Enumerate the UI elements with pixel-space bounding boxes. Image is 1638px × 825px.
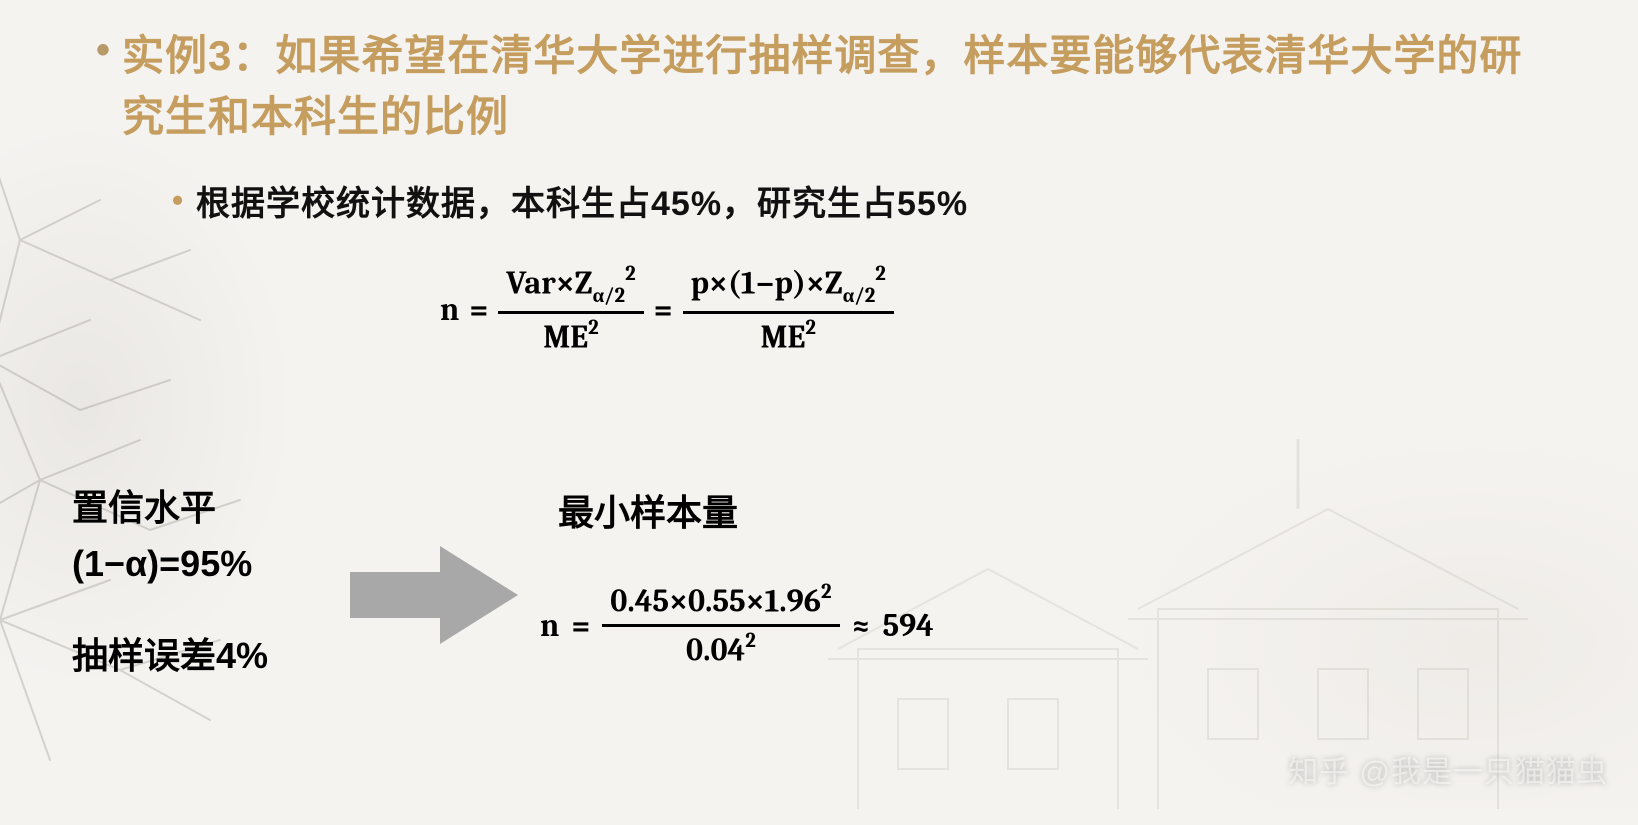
confidence-value: (1−α)=95% [72,536,268,592]
decorative-branches [0,120,340,820]
result-label: 最小样本量 [558,484,738,536]
formula-lhs: n [440,291,459,328]
arrow-icon [350,540,520,655]
formula-numeric: n = 0.45×0.55×1.962 0.042 ≈ 594 [540,580,934,670]
formula2-lhs: n [540,607,559,644]
watermark: 知乎 @我是一只猫猫虫 [1288,747,1608,791]
bullet-sub: • [172,182,183,219]
fraction-numeric: 0.45×0.55×1.962 0.042 [602,580,839,670]
slide-title: 实例3：如果希望在清华大学进行抽样调查，样本要能够代表清华大学的研究生和本科生的… [122,26,1558,148]
formula2-eq: = [571,607,590,644]
fraction-1: Var×Zα/22 ME2 [498,262,643,358]
formula-general: n = Var×Zα/22 ME2 = p×(1−p)×Zα/22 ME2 [440,262,894,358]
equals-sign: = [469,291,488,328]
result-value: 594 [882,607,933,644]
equals-sign-2: = [654,291,673,328]
slide-subtitle: 根据学校统计数据，本科生占45%，研究生占55% [196,176,968,225]
fraction-2: p×(1−p)×Zα/22 ME2 [683,262,894,358]
parameters-block: 置信水平 (1−α)=95% 抽样误差4% [72,480,268,683]
sampling-error: 抽样误差4% [72,628,268,684]
approx-sign: ≈ [852,607,871,644]
bullet-main: • [96,28,110,73]
confidence-label: 置信水平 [72,480,268,536]
